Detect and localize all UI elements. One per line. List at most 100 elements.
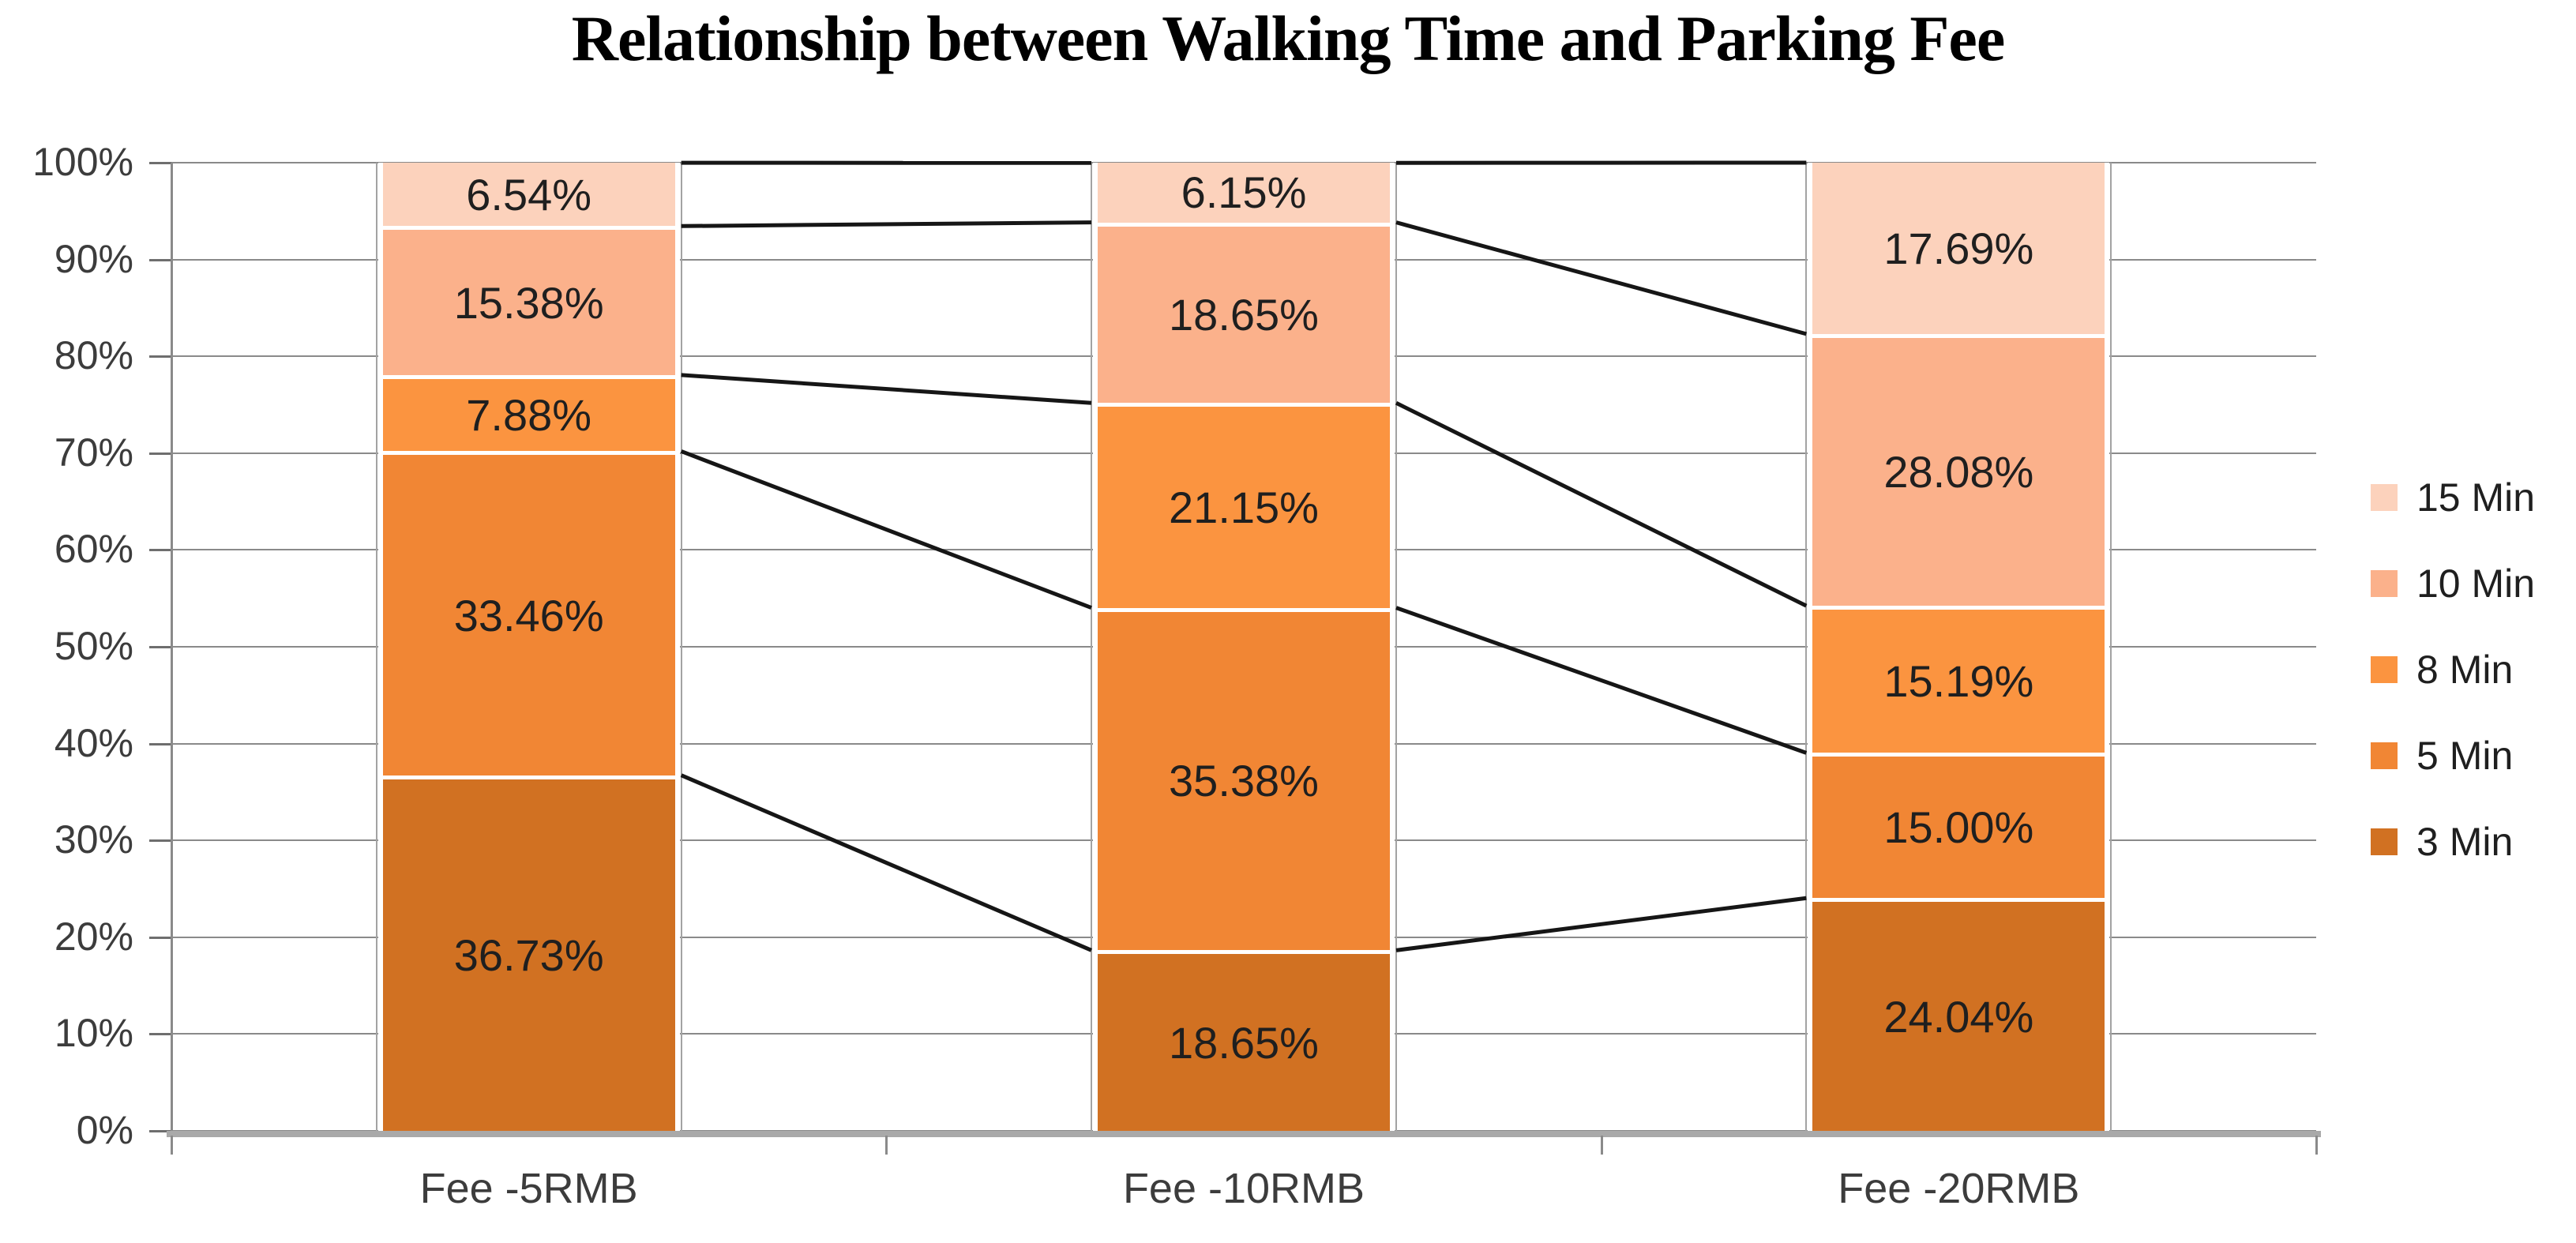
series-connector-line bbox=[1395, 220, 1807, 336]
bar-segment: 7.88% bbox=[382, 374, 675, 452]
bar-flank-line bbox=[375, 163, 377, 1131]
series-connector-line bbox=[1395, 401, 1808, 608]
bar-segment-label: 6.15% bbox=[1181, 167, 1307, 218]
legend-label: 8 Min bbox=[2416, 648, 2514, 692]
y-axis-tick bbox=[149, 936, 171, 939]
y-axis-tick bbox=[149, 355, 171, 359]
bar-segment: 6.54% bbox=[382, 163, 675, 227]
y-axis-tick bbox=[149, 162, 171, 164]
bar-white-edge bbox=[1808, 163, 1813, 1131]
legend-item: 15 Min bbox=[2371, 475, 2535, 520]
y-axis-tick bbox=[149, 1033, 171, 1036]
category-tick bbox=[885, 1136, 888, 1155]
y-axis-label: 60% bbox=[54, 527, 133, 572]
category-tick bbox=[2315, 1136, 2318, 1155]
y-axis-label: 90% bbox=[54, 236, 133, 281]
y-axis-label: 0% bbox=[76, 1108, 133, 1152]
bar-segment-label: 18.65% bbox=[1169, 1017, 1319, 1068]
y-axis-label: 70% bbox=[54, 430, 133, 475]
bar-segment: 15.38% bbox=[382, 226, 675, 375]
bar-segment: 28.08% bbox=[1812, 333, 2105, 606]
legend-item: 8 Min bbox=[2371, 648, 2513, 692]
bar-segment: 15.00% bbox=[1812, 753, 2105, 899]
legend-swatch-icon bbox=[2371, 484, 2398, 511]
series-connector-line bbox=[681, 373, 1092, 405]
y-axis-label: 20% bbox=[54, 914, 133, 959]
category-tick bbox=[171, 1136, 173, 1155]
x-axis-label: Fee -10RMB bbox=[1122, 1165, 1365, 1212]
bar-white-edge bbox=[377, 163, 383, 1131]
bar-segment-label: 24.04% bbox=[1883, 991, 2034, 1042]
y-axis-tick bbox=[149, 258, 171, 261]
category-tick bbox=[1600, 1136, 1603, 1155]
x-axis-label: Fee -20RMB bbox=[1838, 1165, 2080, 1212]
legend-label: 15 Min bbox=[2416, 475, 2536, 520]
y-axis-label: 30% bbox=[54, 817, 133, 862]
y-axis-line bbox=[171, 163, 173, 1150]
bar-segment-label: 21.15% bbox=[1169, 482, 1319, 532]
bar-segment: 21.15% bbox=[1098, 403, 1390, 608]
bar-segment-label: 28.08% bbox=[1883, 447, 2034, 497]
chart-title: Relationship between Walking Time and Pa… bbox=[571, 2, 2005, 74]
bar-segment-label: 15.19% bbox=[1883, 656, 2034, 707]
gridline bbox=[171, 162, 2316, 163]
legend-label: 10 Min bbox=[2416, 561, 2536, 606]
legend-label: 3 Min bbox=[2416, 820, 2514, 864]
bar-white-edge bbox=[2105, 163, 2110, 1131]
bar-segment: 6.15% bbox=[1098, 163, 1390, 223]
bar-segment-label: 36.73% bbox=[453, 929, 604, 980]
legend-swatch-icon bbox=[2371, 828, 2398, 855]
bar-segment: 33.46% bbox=[382, 451, 675, 775]
series-connector-line bbox=[680, 773, 1092, 952]
series-connector-line bbox=[1395, 896, 1807, 952]
y-axis-label: 80% bbox=[54, 333, 133, 378]
bar-white-edge bbox=[674, 163, 680, 1131]
bar-white-edge bbox=[1093, 163, 1098, 1131]
bar-segment-label: 33.46% bbox=[453, 590, 604, 640]
bar-segment-label: 17.69% bbox=[1883, 223, 2034, 273]
bar-segment: 35.38% bbox=[1098, 607, 1390, 951]
bar-flank-line bbox=[1805, 163, 1808, 1131]
bar-flank-line bbox=[1395, 163, 1397, 1131]
bar-segment: 18.65% bbox=[1098, 222, 1390, 404]
bar-flank-line bbox=[680, 163, 682, 1131]
y-axis-label: 50% bbox=[54, 624, 133, 668]
legend-swatch-icon bbox=[2371, 570, 2398, 597]
bar-segment: 18.65% bbox=[1098, 950, 1390, 1131]
y-axis-tick bbox=[149, 839, 171, 843]
bar-segment-label: 15.38% bbox=[453, 277, 604, 328]
bar-flank-line bbox=[1091, 163, 1092, 1131]
legend: 15 Min 10 Min 8 Min 5 Min 3 Min bbox=[2371, 475, 2576, 870]
x-axis-label: Fee -5RMB bbox=[419, 1165, 638, 1212]
legend-label: 5 Min bbox=[2416, 734, 2514, 778]
bar-segment-label: 35.38% bbox=[1169, 756, 1319, 806]
legend-swatch-icon bbox=[2371, 656, 2398, 683]
y-axis-label: 10% bbox=[54, 1011, 133, 1056]
y-axis-label: 100% bbox=[32, 140, 133, 184]
series-connector-line bbox=[680, 449, 1092, 610]
bar-segment: 15.19% bbox=[1812, 606, 2105, 753]
bar-segment-label: 7.88% bbox=[466, 390, 592, 441]
series-connector-line bbox=[1395, 606, 1808, 755]
legend-item: 3 Min bbox=[2371, 820, 2513, 864]
bar-segment-label: 18.65% bbox=[1169, 289, 1319, 340]
x-axis-line bbox=[167, 1131, 2321, 1137]
bar-flank-line bbox=[2110, 163, 2112, 1131]
bar-segment: 36.73% bbox=[382, 775, 675, 1131]
y-axis-tick bbox=[149, 549, 171, 552]
y-axis-tick bbox=[149, 452, 171, 455]
bar-segment: 17.69% bbox=[1812, 163, 2105, 334]
legend-swatch-icon bbox=[2371, 742, 2398, 769]
legend-item: 10 Min bbox=[2371, 561, 2535, 606]
y-axis-tick bbox=[149, 646, 171, 648]
bar-segment-label: 6.54% bbox=[466, 169, 592, 220]
y-axis-label: 40% bbox=[54, 720, 133, 765]
series-connector-line bbox=[681, 220, 1092, 228]
bar-segment-label: 15.00% bbox=[1883, 802, 2034, 853]
y-axis-tick bbox=[149, 1130, 171, 1132]
y-axis-tick bbox=[149, 742, 171, 745]
legend-item: 5 Min bbox=[2371, 734, 2513, 778]
bar-white-edge bbox=[1390, 163, 1395, 1131]
bar-segment: 24.04% bbox=[1812, 898, 2105, 1131]
